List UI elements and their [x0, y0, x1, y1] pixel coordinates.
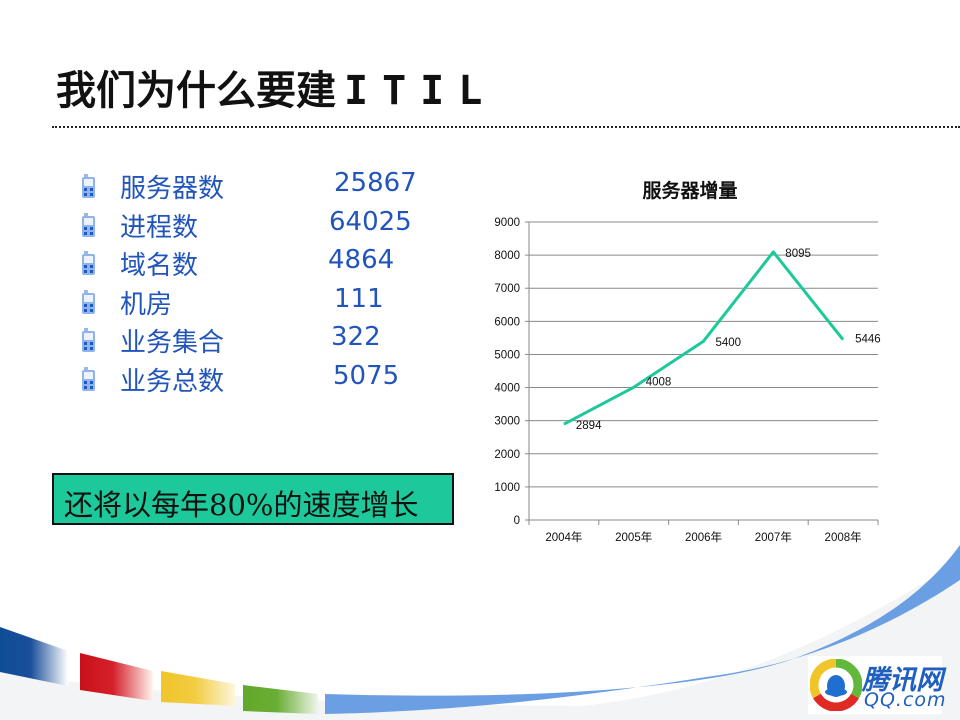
svg-text:1000: 1000: [494, 482, 520, 494]
stat-value: 25867: [334, 168, 417, 198]
mobile-phone-icon: [82, 212, 95, 237]
mobile-phone-icon: [82, 366, 95, 391]
mobile-phone-icon: [82, 289, 95, 314]
stat-value: 64025: [329, 206, 412, 237]
svg-text:2894: 2894: [576, 420, 602, 432]
svg-text:4000: 4000: [494, 383, 520, 395]
chart-x-axis: 2004年 2005年 2006年 2007年 2008年: [528, 520, 879, 544]
slide-title-latin: ITIL: [344, 68, 497, 114]
svg-text:5000: 5000: [494, 349, 520, 361]
svg-text:5400: 5400: [716, 337, 742, 349]
stat-value: 5075: [333, 360, 400, 391]
chart-y-axis: 0 1000 2000 3000 4000 5000 6000 7000 8000 9000: [494, 217, 530, 527]
stat-label: 域名数: [120, 251, 199, 281]
svg-text:8000: 8000: [494, 250, 520, 262]
stat-label: 业务集合: [120, 328, 225, 358]
svg-text:0: 0: [514, 515, 520, 527]
stat-label: 进程数: [120, 212, 199, 243]
qq-logo: 腾讯网 QQ.com: [808, 656, 946, 714]
svg-text:6000: 6000: [494, 316, 520, 328]
svg-text:3000: 3000: [494, 416, 520, 428]
stat-label: 服务器数: [120, 174, 225, 204]
line-chart-plot: 0 1000 2000 3000 4000 5000 6000 7000 8000 9000 20…: [494, 217, 881, 544]
logo-text-english: QQ.com: [864, 689, 947, 711]
chart-title: 服务器增量: [642, 180, 738, 202]
stat-value: 111: [334, 283, 384, 314]
svg-text:2008年: 2008年: [825, 530, 862, 544]
growth-callout: 还将以每年80%的速度增长: [52, 473, 454, 525]
svg-text:2000: 2000: [494, 449, 520, 461]
slide-title-chinese: 我们为什么要建: [56, 68, 336, 114]
stat-label: 机房: [120, 289, 173, 320]
title-divider: [52, 126, 960, 128]
svg-text:2007年: 2007年: [755, 530, 792, 544]
qq-penguin-ring-icon: [810, 659, 862, 711]
svg-text:4008: 4008: [646, 376, 672, 388]
svg-text:5446: 5446: [855, 334, 881, 346]
stat-label: 业务总数: [120, 366, 225, 397]
mobile-phone-icon: [82, 251, 95, 275]
chart-series-line: [563, 250, 845, 426]
chart-data-labels: 2894 4008 5400 8095 5446: [576, 248, 881, 432]
stat-value: 4864: [328, 245, 395, 275]
svg-text:2006年: 2006年: [685, 530, 722, 544]
growth-callout-text: 还将以每年80%的速度增长: [64, 488, 419, 522]
svg-text:9000: 9000: [494, 217, 520, 229]
logo-text-chinese: 腾讯网: [862, 665, 943, 696]
mobile-phone-icon: [82, 328, 95, 352]
chart-gridlines: [529, 221, 878, 521]
svg-text:2005年: 2005年: [615, 530, 652, 544]
slide-title: 我们为什么要建 ITIL: [56, 58, 496, 116]
server-growth-chart: 服务器增量 0 1000 2000 3000 4000 5000 6000 7000 8000 9…: [470, 170, 910, 550]
stat-value: 322: [331, 322, 381, 352]
svg-text:7000: 7000: [494, 283, 520, 295]
svg-text:2004年: 2004年: [545, 530, 582, 544]
mobile-phone-icon: [82, 174, 95, 198]
svg-text:8095: 8095: [785, 248, 811, 260]
